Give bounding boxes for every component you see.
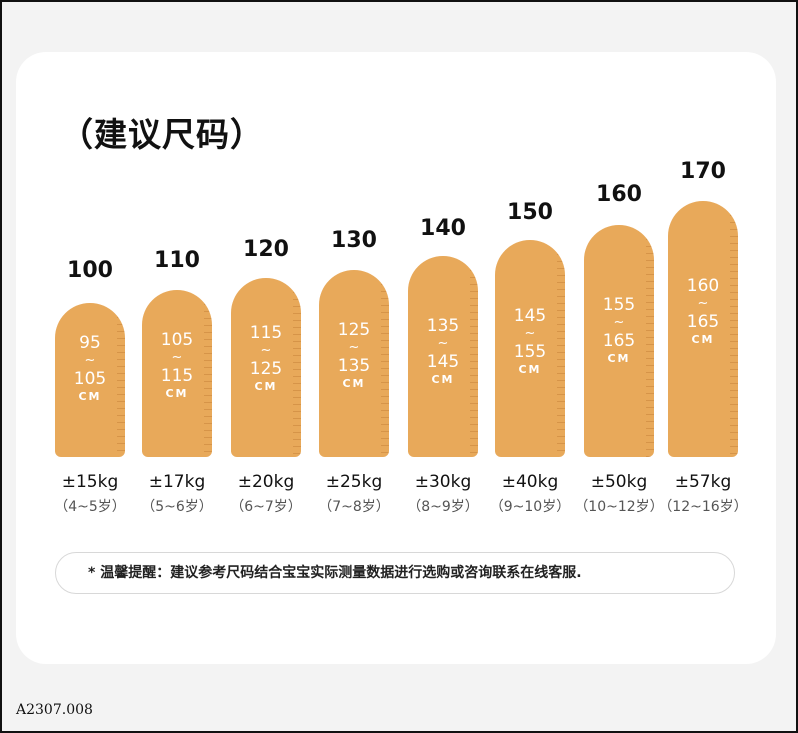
weight-label: ±17kg — [148, 472, 206, 492]
weight-label: ±25kg — [325, 472, 383, 492]
range-unit: CM — [254, 380, 278, 393]
height-range: 105 ~115 CM — [142, 330, 212, 402]
range-from: 125 — [337, 320, 371, 340]
range-unit: CM — [165, 387, 189, 400]
size-bar: 105 ~115 CM — [142, 290, 212, 457]
size-label: 160 — [596, 182, 642, 207]
range-unit: CM — [607, 352, 631, 365]
range-tilde: ~ — [524, 326, 536, 341]
size-bar: 115 ~125 CM — [231, 278, 301, 457]
age-label: （10~12岁） — [574, 499, 664, 515]
age-label: （9~10岁） — [489, 499, 571, 515]
range-tilde: ~ — [697, 296, 709, 311]
range-tilde: ~ — [84, 353, 96, 368]
range-tilde: ~ — [171, 350, 183, 365]
range-from: 95 — [79, 333, 101, 353]
size-column-100: 100 95 ~105 CM ±15kg （4~5岁） — [54, 0, 126, 520]
range-tilde: ~ — [613, 315, 625, 330]
weight-label: ±15kg — [61, 472, 119, 492]
height-range: 125 ~135 CM — [319, 320, 389, 392]
range-from: 155 — [602, 295, 636, 315]
product-code: A2307.008 — [16, 702, 93, 718]
height-range: 145 ~155 CM — [495, 306, 565, 378]
weight-label: ±20kg — [237, 472, 295, 492]
range-to: 135 — [337, 356, 371, 376]
weight-label: ±50kg — [590, 472, 648, 492]
age-label: （8~9岁） — [407, 499, 479, 515]
size-label: 170 — [680, 159, 726, 184]
size-label: 110 — [154, 248, 200, 273]
size-column-140: 140 135 ~145 CM ±30kg （8~9岁） — [407, 0, 479, 520]
size-column-110: 110 105 ~115 CM ±17kg （5~6岁） — [141, 0, 213, 520]
reminder-note: * 温馨提醒：建议参考尺码结合宝宝实际测量数据进行选购或咨询联系在线客服. — [55, 552, 735, 594]
age-label: （5~6岁） — [141, 499, 213, 515]
range-unit: CM — [518, 363, 542, 376]
range-to: 105 — [73, 369, 107, 389]
size-column-120: 120 115 ~125 CM ±20kg （6~7岁） — [230, 0, 302, 520]
range-from: 135 — [426, 316, 460, 336]
size-bar: 95 ~105 CM — [55, 303, 125, 457]
size-label: 140 — [420, 216, 466, 241]
range-to: 115 — [160, 366, 194, 386]
range-to: 165 — [602, 331, 636, 351]
range-tilde: ~ — [260, 343, 272, 358]
range-unit: CM — [691, 333, 715, 346]
weight-label: ±57kg — [674, 472, 732, 492]
height-range: 135 ~145 CM — [408, 316, 478, 388]
size-bar: 155 ~165 CM — [584, 225, 654, 457]
range-from: 105 — [160, 330, 194, 350]
age-label: （12~16岁） — [658, 499, 748, 515]
age-label: （7~8岁） — [318, 499, 390, 515]
size-column-160: 160 155 ~165 CM ±50kg （10~12岁） — [574, 0, 663, 520]
range-to: 155 — [513, 342, 547, 362]
size-label: 100 — [67, 258, 113, 283]
size-bar: 125 ~135 CM — [319, 270, 389, 457]
size-column-150: 150 145 ~155 CM ±40kg （9~10岁） — [490, 0, 570, 520]
weight-label: ±40kg — [501, 472, 559, 492]
height-range: 115 ~125 CM — [231, 323, 301, 395]
range-to: 165 — [686, 312, 720, 332]
age-label: （6~7岁） — [230, 499, 302, 515]
range-tilde: ~ — [348, 340, 360, 355]
page-title: （建议尺码） — [60, 115, 264, 154]
size-bar: 160 ~165 CM — [668, 201, 738, 457]
range-from: 115 — [249, 323, 283, 343]
size-column-130: 130 125 ~135 CM ±25kg （7~8岁） — [318, 0, 390, 520]
size-bar: 145 ~155 CM — [495, 240, 565, 457]
range-unit: CM — [78, 390, 102, 403]
range-to: 145 — [426, 352, 460, 372]
size-label: 130 — [331, 228, 377, 253]
height-range: 95 ~105 CM — [55, 333, 125, 405]
size-bar: 135 ~145 CM — [408, 256, 478, 457]
weight-label: ±30kg — [414, 472, 472, 492]
height-range: 160 ~165 CM — [668, 276, 738, 348]
range-unit: CM — [431, 373, 455, 386]
range-from: 145 — [513, 306, 547, 326]
size-label: 150 — [507, 200, 553, 225]
size-column-170: 170 160 ~165 CM ±57kg （12~16岁） — [658, 0, 747, 520]
range-to: 125 — [249, 359, 283, 379]
range-from: 160 — [686, 276, 720, 296]
age-label: （4~5岁） — [54, 499, 126, 515]
size-label: 120 — [243, 237, 289, 262]
range-tilde: ~ — [437, 336, 449, 351]
range-unit: CM — [342, 377, 366, 390]
height-range: 155 ~165 CM — [584, 295, 654, 367]
